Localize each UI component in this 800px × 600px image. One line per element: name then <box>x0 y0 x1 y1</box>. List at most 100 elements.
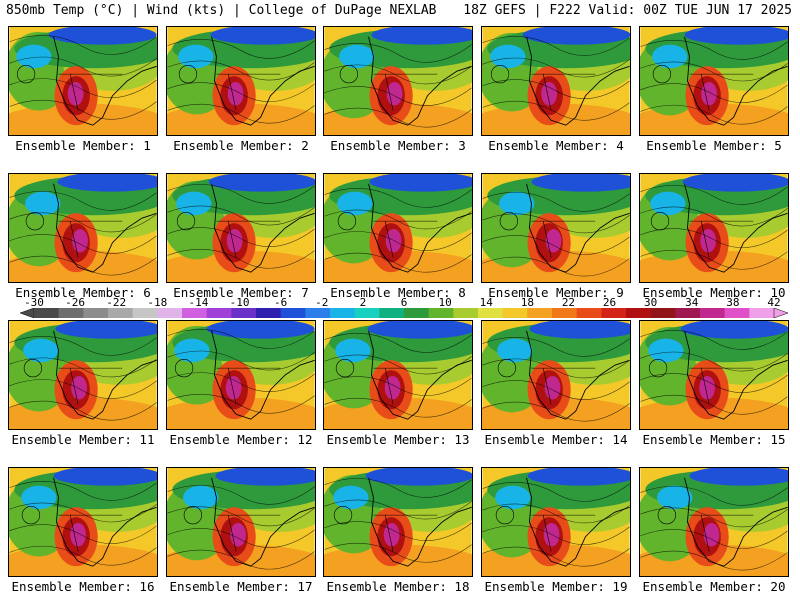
coastline <box>211 477 315 567</box>
height-contour <box>9 56 157 77</box>
height-contour <box>167 205 315 226</box>
ensemble-panel: Ensemble Member: 1 <box>8 26 158 156</box>
arctic-cold-area <box>684 27 788 45</box>
member-label: Ensemble Member: 8 <box>330 285 466 300</box>
colorbar-segment <box>749 308 775 318</box>
member-label: Ensemble Member: 13 <box>326 432 470 447</box>
coastline <box>53 330 157 420</box>
coastline <box>211 183 315 273</box>
colorbar-segment <box>206 308 232 318</box>
low-pressure-contour <box>499 211 519 231</box>
low-pressure-contour <box>16 64 36 84</box>
ensemble-panel: Ensemble Member: 11 <box>8 320 158 450</box>
coastline <box>211 330 315 420</box>
height-contour <box>167 103 315 124</box>
arctic-cold-area <box>53 468 157 486</box>
arctic-cold-area <box>367 321 472 339</box>
height-contour <box>482 336 630 357</box>
colorbar-segment <box>231 308 257 318</box>
temperature-map <box>8 467 158 577</box>
height-contour <box>640 206 788 227</box>
height-contour <box>324 252 472 273</box>
extreme-heat-core <box>386 81 403 106</box>
colorbar-tick-label: 30 <box>644 296 658 309</box>
political-border <box>58 73 123 111</box>
low-pressure-contour <box>650 211 670 231</box>
extreme-heat-core <box>383 522 400 547</box>
height-contour <box>167 528 315 548</box>
extreme-heat-core <box>699 375 715 400</box>
low-pressure-contour <box>25 211 45 231</box>
colorbar-segment <box>404 308 429 318</box>
ensemble-panel: Ensemble Member: 4 <box>481 26 631 156</box>
height-contour <box>640 228 788 248</box>
extreme-heat-core <box>385 228 402 253</box>
coastline <box>526 36 630 126</box>
cold-pocket <box>174 338 210 363</box>
colorbar-segment <box>379 308 405 318</box>
member-label: Ensemble Member: 19 <box>484 579 628 594</box>
arctic-cold-area <box>55 321 157 339</box>
arctic-cold-area <box>680 321 788 339</box>
arctic-cold-area <box>689 468 788 486</box>
height-contour <box>324 542 472 563</box>
colorbar-segment <box>132 308 158 318</box>
political-border <box>216 73 281 111</box>
temperature-map <box>481 320 631 430</box>
ensemble-panel: Ensemble Member: 19 <box>481 467 631 597</box>
ensemble-panel: Ensemble Member: 20 <box>639 467 789 597</box>
arctic-cold-area <box>48 27 157 45</box>
colorbar-segment <box>58 308 84 318</box>
ensemble-panel: Ensemble Member: 7 <box>166 173 316 303</box>
colorbar-segment <box>305 308 331 318</box>
height-contour <box>9 400 157 421</box>
member-label: Ensemble Member: 6 <box>15 285 151 300</box>
temperature-map <box>8 173 158 283</box>
extreme-heat-core <box>703 522 720 547</box>
height-contour <box>167 506 315 527</box>
member-label: Ensemble Member: 20 <box>642 579 786 594</box>
height-contour <box>9 212 157 233</box>
temperature-map <box>323 467 473 577</box>
arctic-cold-area <box>371 27 472 45</box>
member-label: Ensemble Member: 5 <box>646 138 782 153</box>
height-contour <box>324 354 472 375</box>
low-pressure-contour <box>337 211 357 231</box>
height-contour <box>9 481 157 501</box>
height-contour <box>640 485 788 506</box>
low-pressure-contour <box>178 64 198 84</box>
height-contour <box>482 380 630 400</box>
ensemble-panel: Ensemble Member: 3 <box>323 26 473 156</box>
height-contour <box>324 499 472 520</box>
arctic-cold-area <box>57 174 157 192</box>
colorbar-segment <box>478 308 503 318</box>
temperature-map <box>639 320 789 430</box>
member-label: Ensemble Member: 14 <box>484 432 628 447</box>
height-contour <box>167 393 315 414</box>
low-pressure-contour <box>490 64 510 84</box>
colorbar-segment <box>34 308 59 318</box>
low-pressure-contour <box>176 211 196 231</box>
political-border <box>531 73 596 111</box>
extreme-heat-core <box>230 522 246 547</box>
colorbar-bar <box>20 308 788 318</box>
coastline <box>53 36 157 126</box>
cold-pocket <box>650 191 686 216</box>
height-contour <box>167 484 315 505</box>
arctic-cold-area <box>531 174 630 192</box>
height-contour <box>640 330 788 350</box>
height-contour <box>167 39 315 59</box>
political-border <box>373 514 438 552</box>
cold-pocket <box>333 485 369 510</box>
height-contour <box>167 248 315 269</box>
temperature-map <box>639 26 789 136</box>
extreme-heat-core <box>225 375 242 400</box>
political-border <box>531 514 596 552</box>
member-label: Ensemble Member: 10 <box>642 285 786 300</box>
cold-pocket <box>176 191 212 216</box>
height-contour <box>640 249 788 270</box>
colorbar-tick-label: 18 <box>520 296 534 309</box>
cold-pocket <box>652 44 688 69</box>
height-contour <box>9 357 157 378</box>
coastline <box>368 477 472 567</box>
